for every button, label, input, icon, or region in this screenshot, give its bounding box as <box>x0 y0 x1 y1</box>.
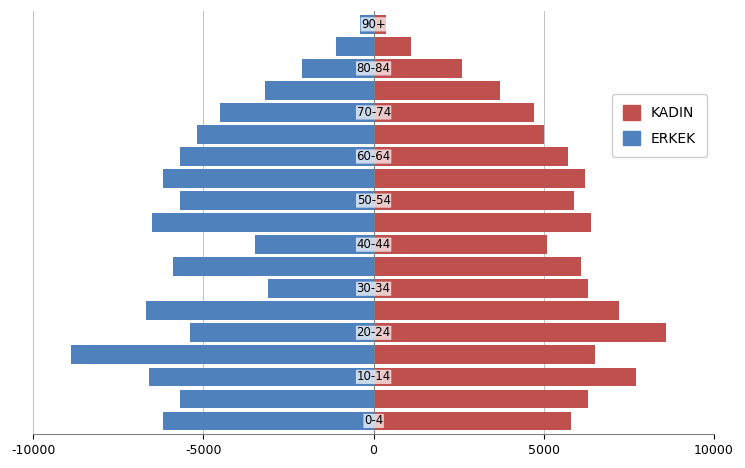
Bar <box>374 367 635 386</box>
Bar <box>336 37 374 56</box>
Bar <box>374 169 585 188</box>
Bar <box>374 147 568 166</box>
Bar <box>374 191 574 210</box>
Bar <box>374 323 666 342</box>
Bar <box>180 191 374 210</box>
Bar <box>360 15 374 34</box>
Bar <box>374 15 385 34</box>
Bar <box>374 389 588 408</box>
Text: 90+: 90+ <box>361 18 386 31</box>
Bar <box>374 279 588 298</box>
Bar <box>374 37 411 56</box>
Text: 60-64: 60-64 <box>357 150 390 163</box>
Text: 50-54: 50-54 <box>357 194 390 207</box>
Text: 0-4: 0-4 <box>364 415 383 427</box>
Text: 20-24: 20-24 <box>357 326 390 339</box>
Bar <box>374 345 595 364</box>
Bar <box>374 257 581 276</box>
Bar <box>71 345 374 364</box>
Legend: KADIN, ERKEK: KADIN, ERKEK <box>612 94 707 157</box>
Bar <box>374 213 592 232</box>
Bar <box>374 81 500 100</box>
Bar <box>374 103 533 122</box>
Bar <box>180 147 374 166</box>
Bar <box>145 301 374 320</box>
Bar <box>374 411 571 430</box>
Bar <box>190 323 374 342</box>
Bar <box>221 103 374 122</box>
Text: 30-34: 30-34 <box>357 282 390 295</box>
Bar <box>162 411 374 430</box>
Text: 40-44: 40-44 <box>357 238 390 251</box>
Text: 70-74: 70-74 <box>357 106 390 119</box>
Bar <box>374 59 462 78</box>
Bar <box>197 125 374 144</box>
Bar <box>374 301 618 320</box>
Bar <box>302 59 374 78</box>
Bar <box>162 169 374 188</box>
Bar <box>173 257 374 276</box>
Bar <box>374 125 544 144</box>
Bar <box>153 213 374 232</box>
Bar <box>268 279 374 298</box>
Bar <box>149 367 374 386</box>
Text: 10-14: 10-14 <box>357 370 390 383</box>
Bar <box>264 81 374 100</box>
Bar <box>180 389 374 408</box>
Text: 80-84: 80-84 <box>357 62 390 75</box>
Bar <box>374 235 547 254</box>
Bar <box>255 235 374 254</box>
